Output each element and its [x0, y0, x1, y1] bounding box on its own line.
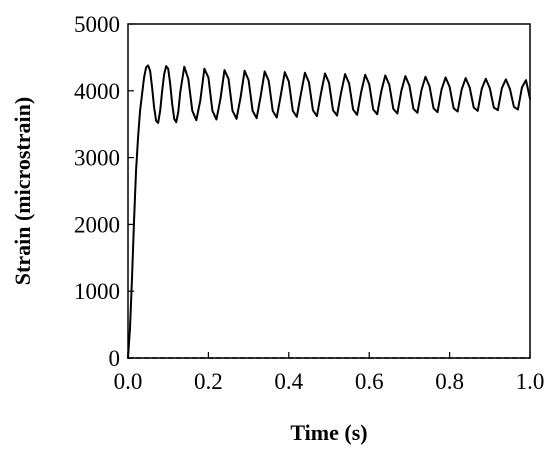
x-tick-label: 0.8 — [435, 369, 464, 394]
x-tick-label: 0.6 — [355, 369, 384, 394]
y-axis: 0 1000 2000 3000 4000 5000 — [74, 12, 134, 371]
y-tick-label: 4000 — [74, 79, 120, 104]
y-tick-label: 5000 — [74, 12, 120, 37]
x-tick-label: 0.0 — [114, 369, 143, 394]
y-axis-title: Strain (microstrain) — [10, 97, 35, 285]
y-tick-label: 1000 — [74, 279, 120, 304]
x-tick-label: 0.4 — [274, 369, 303, 394]
y-tick-label: 2000 — [74, 212, 120, 237]
plot-series — [127, 64, 531, 359]
x-tick-label: 0.2 — [194, 369, 223, 394]
strain-series-line — [127, 64, 531, 359]
x-axis: 0.0 0.2 0.4 0.6 0.8 1.0 — [114, 352, 545, 394]
y-tick-label: 0 — [109, 346, 121, 371]
plot-frame — [127, 23, 531, 359]
y-tick-label: 3000 — [74, 146, 120, 171]
x-tick-label: 1.0 — [516, 369, 545, 394]
x-axis-title: Time (s) — [290, 420, 367, 445]
